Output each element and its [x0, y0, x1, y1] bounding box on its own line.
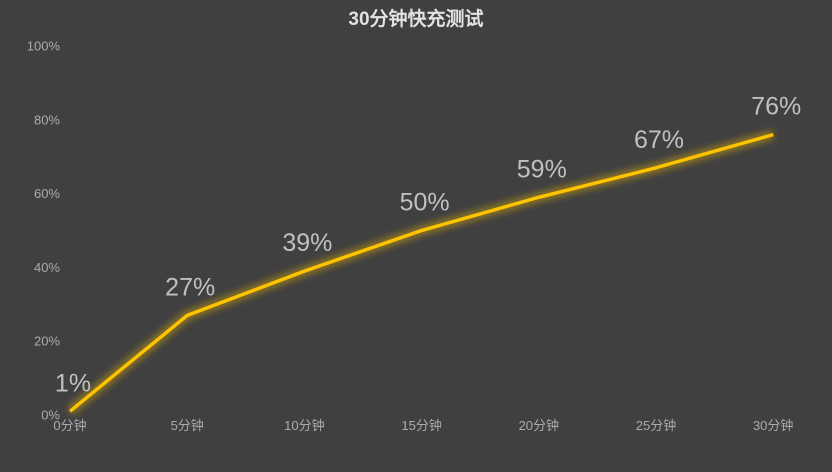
data-point-label: 76%	[751, 93, 801, 121]
y-tick-label: 80%	[34, 112, 60, 127]
data-point-label: 39%	[282, 229, 332, 257]
data-point-label: 1%	[55, 369, 91, 397]
y-tick-label: 60%	[34, 186, 60, 201]
x-tick-label: 10分钟	[284, 418, 324, 433]
x-tick-label: 15分钟	[401, 418, 441, 433]
y-tick-label: 40%	[34, 260, 60, 275]
data-point-labels: 1% 27% 39% 50% 59% 67% 76%	[55, 93, 801, 398]
data-point-label: 67%	[634, 126, 684, 154]
chart-title: 30分钟快充测试	[348, 7, 483, 30]
data-point-label: 50%	[400, 189, 450, 217]
x-tick-label: 5分钟	[171, 418, 204, 433]
charge-line	[68, 132, 774, 413]
y-tick-label: 20%	[34, 334, 60, 349]
y-tick-label: 0%	[41, 408, 60, 423]
y-tick-label: 100%	[27, 39, 61, 54]
x-tick-label: 25分钟	[636, 418, 676, 433]
x-tick-label: 0分钟	[53, 418, 86, 433]
data-point-label: 59%	[517, 155, 567, 183]
x-tick-label: 30分钟	[753, 418, 793, 433]
x-tick-label: 20分钟	[519, 418, 559, 433]
data-point-label: 27%	[165, 273, 215, 301]
x-axis-tick-labels: 0分钟 5分钟 10分钟 15分钟 20分钟 25分钟 30分钟	[53, 418, 793, 433]
y-axis-tick-labels: 0% 20% 40% 60% 80% 100%	[27, 39, 61, 423]
